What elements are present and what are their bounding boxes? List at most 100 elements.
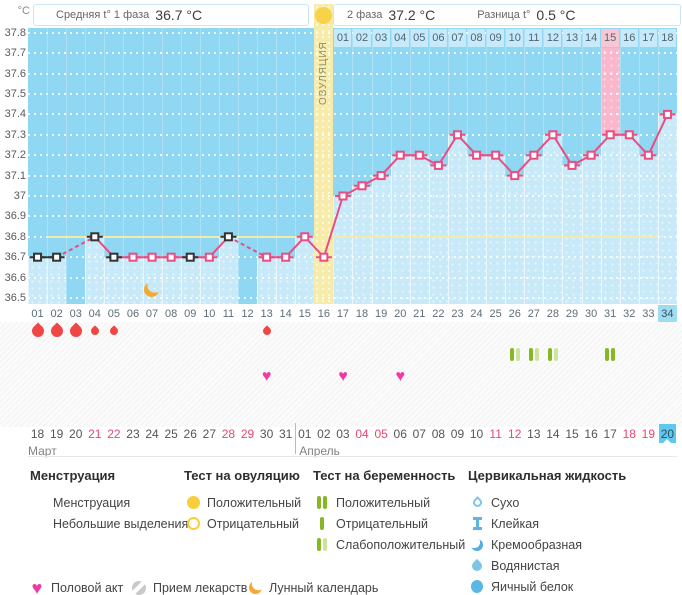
cycle-day-cell[interactable]: 14 [279,307,292,320]
date-cell-march[interactable]: 21 [88,427,102,441]
dpo-cell[interactable]: 12 [544,29,562,47]
cycle-day-cell[interactable]: 21 [413,307,426,320]
cycle-day-cell[interactable]: 16 [317,307,330,320]
date-cell-current[interactable]: 20 [658,424,676,443]
cycle-day-cell[interactable]: 20 [394,307,407,320]
date-cell-march[interactable]: 20 [69,427,83,441]
dpo-cell[interactable]: 05 [410,29,428,47]
date-cell-april[interactable]: 13 [527,427,541,441]
cycle-day-cell[interactable]: 27 [527,307,540,320]
date-cell-march[interactable]: 24 [145,427,159,441]
pregnancy-test-bar[interactable] [509,348,514,361]
date-cell-march[interactable]: 31 [279,427,293,441]
cycle-day-cell[interactable]: 01 [31,307,44,320]
date-cell-april[interactable]: 03 [336,427,350,441]
cycle-day-cell[interactable]: 33 [642,307,655,320]
date-cell-march[interactable]: 26 [183,427,197,441]
dpo-cell[interactable]: 14 [582,29,600,47]
date-cell-april[interactable]: 14 [546,427,560,441]
cycle-day-cell[interactable]: 25 [489,307,502,320]
cycle-day-cell[interactable]: 30 [584,307,598,320]
dpo-cell[interactable]: 07 [448,29,466,47]
intercourse-mark[interactable]: ♥ [395,368,405,385]
cycle-day-cell[interactable]: 31 [604,307,617,320]
pregnancy-test-bar[interactable] [611,348,616,361]
date-cell-march[interactable]: 23 [126,427,140,441]
cycle-day-cell[interactable]: 23 [451,307,464,320]
date-cell-april[interactable]: 07 [412,427,426,441]
cycle-day-cell[interactable]: 15 [298,307,311,320]
intercourse-mark[interactable]: ♥ [261,368,272,385]
cycle-day-cell[interactable]: 07 [145,307,159,320]
cycle-day-cell[interactable]: 22 [432,307,445,320]
date-cell-march[interactable]: 27 [202,427,216,441]
cycle-day-cell[interactable]: 19 [374,307,388,320]
pregnancy-test-bar[interactable] [547,348,552,361]
cycle-day-cell[interactable]: 10 [203,307,216,320]
date-cell-april[interactable]: 04 [355,427,369,441]
legend-item-label: Половой акт [51,580,124,595]
pregnancy-test-bar[interactable] [534,348,539,361]
dpo-cell[interactable]: 09 [487,29,505,47]
column-separator [428,28,430,304]
date-cell-march[interactable]: 25 [164,427,178,441]
dpo-cell[interactable]: 02 [353,29,371,47]
date-cell-march[interactable]: 28 [221,427,236,441]
cycle-day-cell[interactable]: 04 [88,307,101,320]
date-cell-april[interactable]: 08 [431,427,446,441]
date-cell-april[interactable]: 15 [565,427,579,441]
date-cell-april[interactable]: 19 [641,427,656,441]
cycle-day-cell[interactable]: 26 [508,307,521,320]
date-cell-march[interactable]: 22 [107,427,121,441]
date-cell-march[interactable]: 30 [259,427,274,441]
date-cell-march[interactable]: 18 [30,427,45,441]
date-cell-april[interactable]: 11 [489,427,502,441]
cycle-day-cell[interactable]: 03 [69,307,82,320]
cycle-day-cell[interactable]: 12 [241,307,254,320]
cycle-day-cell[interactable]: 29 [565,307,579,320]
dpo-cell[interactable]: 11 [525,29,543,47]
date-cell-march[interactable]: 29 [240,427,255,441]
dpo-cell[interactable]: 03 [372,29,390,47]
dpo-cell[interactable]: 16 [620,29,638,47]
pregnancy-test-bar[interactable] [605,348,610,361]
date-cell-april[interactable]: 05 [374,427,388,441]
date-cell-april[interactable]: 10 [469,427,484,441]
date-cell-april[interactable]: 12 [508,427,522,441]
cycle-day-cell[interactable]: 13 [260,307,273,320]
pregnancy-test-bar[interactable] [553,348,558,361]
pregnancy-test-bar[interactable] [515,348,520,361]
cycle-day-cell[interactable]: 02 [50,307,63,320]
dpo-cell[interactable]: 01 [334,29,352,47]
cycle-day-cell[interactable]: 17 [336,307,350,320]
cycle-day-cell[interactable]: 34 [657,305,677,322]
date-cell-march[interactable]: 19 [49,427,64,441]
intercourse-mark[interactable]: ♥ [338,368,348,385]
dpo-cell[interactable]: 06 [429,29,447,47]
cycle-day-cell[interactable]: 28 [546,307,560,320]
cycle-day-cell[interactable]: 06 [126,307,140,320]
cycle-day-cell[interactable]: 09 [184,307,197,320]
pregnancy-test-bar[interactable] [528,348,533,361]
cycle-day-cell[interactable]: 11 [222,307,235,320]
date-cell-april[interactable]: 09 [450,427,465,441]
cycle-day-cell[interactable]: 18 [355,307,369,320]
dpo-cell[interactable]: 08 [468,29,486,47]
date-cell-april[interactable]: 01 [298,427,312,441]
legend-item-label: Водянистая [491,558,560,573]
date-cell-april[interactable]: 17 [603,427,617,441]
dpo-cell[interactable]: 18 [658,29,676,47]
date-cell-april[interactable]: 06 [393,427,407,441]
dpo-cell[interactable]: 17 [639,29,657,47]
dpo-cell[interactable]: 13 [563,29,581,47]
dpo-cell[interactable]: 04 [391,29,409,47]
cycle-day-cell[interactable]: 08 [165,307,178,320]
date-cell-april[interactable]: 18 [622,427,636,441]
cycle-day-cell[interactable]: 24 [470,307,483,320]
cycle-day-cell[interactable]: 32 [623,307,636,320]
date-cell-april[interactable]: 02 [317,427,331,441]
date-cell-april[interactable]: 16 [584,427,598,441]
dpo-cell[interactable]: 10 [506,29,524,47]
dpo-cell[interactable]: 15 [601,29,619,47]
cycle-day-cell[interactable]: 05 [107,307,120,320]
